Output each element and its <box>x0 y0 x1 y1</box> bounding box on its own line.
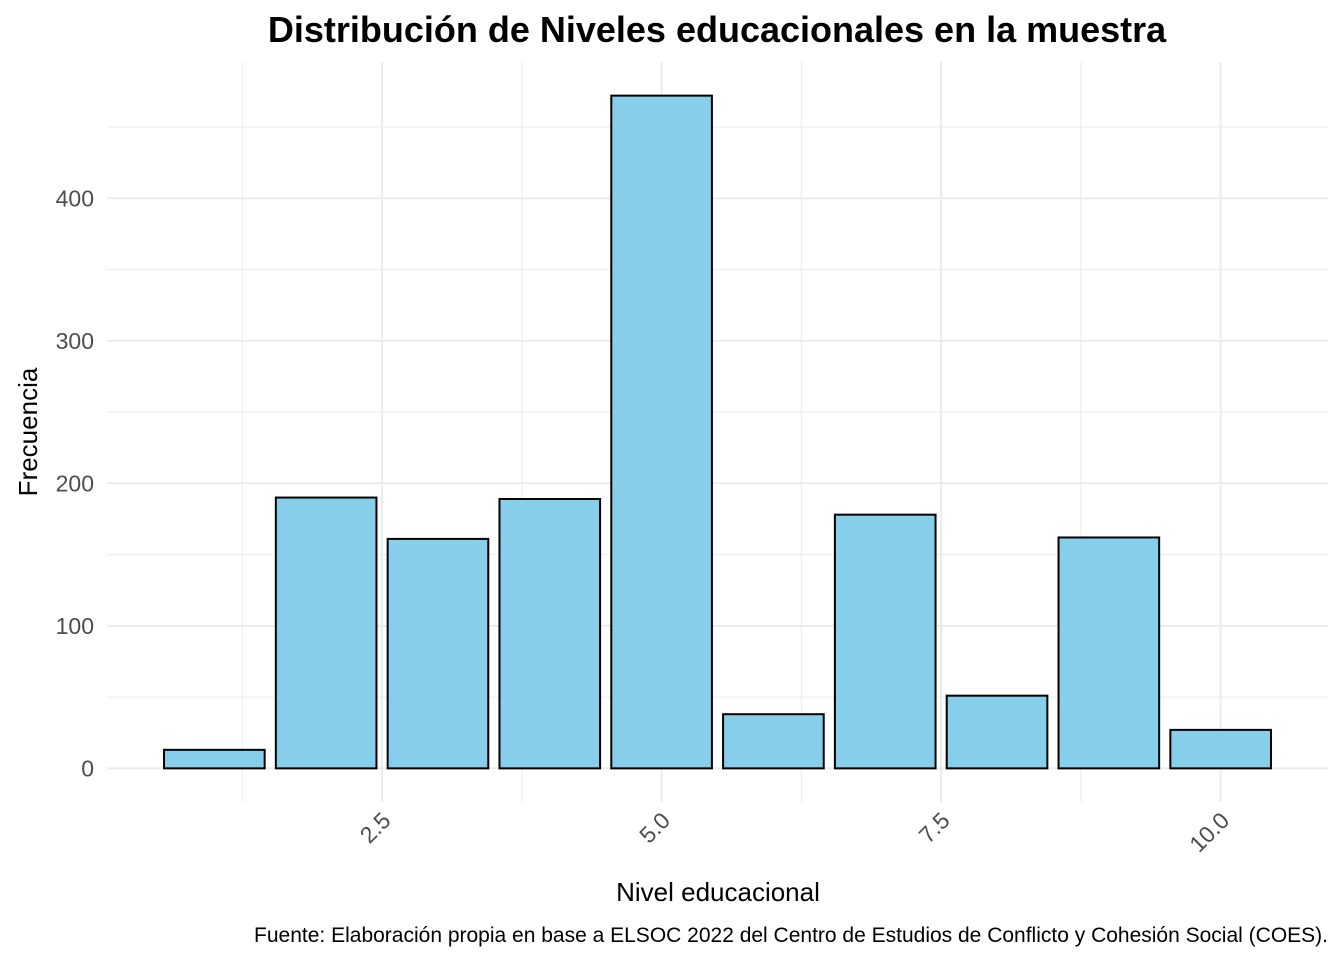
bar-level-1 <box>163 748 266 770</box>
y-tick-label: 100 <box>56 613 94 639</box>
x-tick-label: 10.0 <box>1184 807 1234 857</box>
bar-level-6 <box>722 713 825 770</box>
chart-caption: Fuente: Elaboración propia en base a ELS… <box>254 924 1328 947</box>
y-tick-label: 300 <box>56 328 94 354</box>
bar-level-8 <box>945 694 1049 770</box>
bar-level-10 <box>1169 728 1272 770</box>
bars <box>163 94 1272 770</box>
x-tick-label: 5.0 <box>634 807 675 848</box>
bar-level-2 <box>274 496 378 770</box>
bar-level-9 <box>1057 536 1161 770</box>
chart-title: Distribución de Niveles educacionales en… <box>268 9 1167 50</box>
bar-level-5 <box>610 94 713 770</box>
bar-level-3 <box>386 537 490 770</box>
y-tick-label: 200 <box>56 470 94 496</box>
bar-level-4 <box>498 497 602 770</box>
y-tick-label: 0 <box>81 755 94 781</box>
x-tick-label: 7.5 <box>914 807 955 848</box>
y-tick-label: 400 <box>56 185 94 211</box>
x-axis-title: Nivel educacional <box>616 877 820 907</box>
bar-level-7 <box>833 513 937 770</box>
y-axis-title: Frecuencia <box>13 367 43 496</box>
x-tick-label: 2.5 <box>355 807 396 848</box>
